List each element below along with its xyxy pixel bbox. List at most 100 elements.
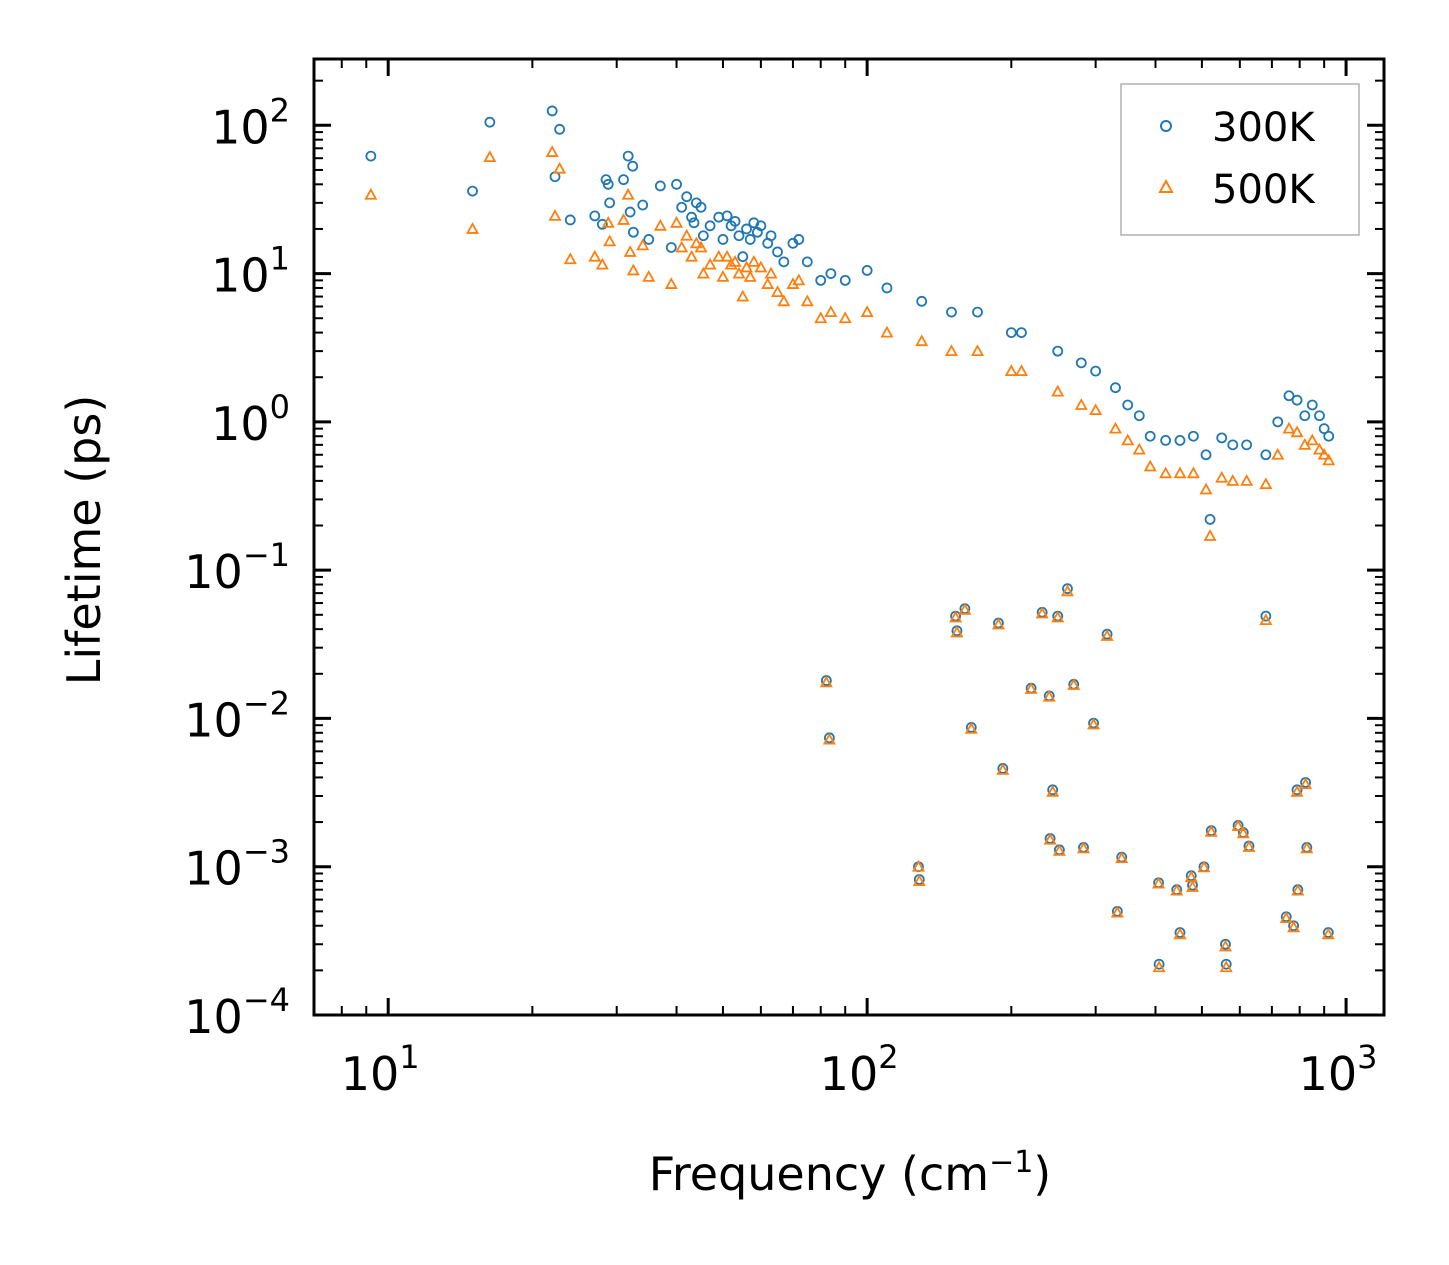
data-point-500k bbox=[588, 249, 602, 262]
data-point-300k bbox=[1133, 410, 1145, 422]
data-point-500k bbox=[1159, 466, 1173, 479]
data-point-500k bbox=[1052, 843, 1066, 856]
y-tick-base: 10 bbox=[211, 397, 270, 451]
data-point-500k bbox=[1067, 678, 1081, 690]
data-point-300k bbox=[688, 217, 700, 229]
data-point-500k bbox=[1231, 819, 1245, 831]
data-point-500k bbox=[764, 266, 778, 279]
data-point-500k bbox=[1226, 474, 1240, 486]
data-point-500k bbox=[1290, 784, 1304, 797]
data-point-500k bbox=[949, 610, 963, 623]
series-300k bbox=[365, 105, 1335, 970]
data-point-300k bbox=[1318, 423, 1330, 435]
y-tick-exp: 0 bbox=[270, 388, 290, 426]
y-tick-exp: 2 bbox=[270, 91, 290, 129]
data-point-300k bbox=[1204, 513, 1216, 525]
y-tick-label: 10−2 bbox=[184, 684, 290, 747]
x-tick-base: 10 bbox=[1299, 1047, 1358, 1101]
data-point-500k bbox=[822, 732, 836, 745]
data-point-300k bbox=[564, 214, 576, 226]
data-point-500k bbox=[1152, 960, 1166, 973]
y-tick-label: 100 bbox=[211, 388, 290, 451]
data-point-300k bbox=[671, 178, 682, 190]
data-point-500k bbox=[1240, 474, 1254, 486]
data-point-300k bbox=[1144, 430, 1156, 442]
data-point-500k bbox=[664, 277, 678, 289]
data-point-300k bbox=[741, 223, 752, 235]
data-point-500k bbox=[1186, 880, 1200, 892]
data-point-300k bbox=[643, 234, 655, 245]
data-point-300k bbox=[1216, 432, 1228, 444]
data-point-500k bbox=[1215, 470, 1229, 483]
data-point-300k bbox=[1005, 327, 1017, 338]
data-point-300k bbox=[1153, 958, 1165, 970]
data-point-500k bbox=[1004, 364, 1018, 376]
data-point-300k bbox=[618, 174, 629, 186]
data-point-500k bbox=[1299, 777, 1313, 790]
data-point-500k bbox=[553, 161, 567, 174]
data-point-500k bbox=[1074, 398, 1088, 410]
data-point-500k bbox=[603, 234, 617, 247]
y-tick-exp: 1 bbox=[270, 240, 290, 278]
data-point-500k bbox=[1282, 421, 1296, 434]
data-point-500k bbox=[1197, 860, 1211, 873]
data-point-500k bbox=[1290, 425, 1304, 438]
data-point-300k bbox=[589, 210, 601, 222]
data-point-500k bbox=[1204, 824, 1218, 837]
data-point-500k bbox=[642, 270, 656, 282]
data-point-300k bbox=[946, 306, 957, 318]
data-point-500k bbox=[696, 266, 710, 279]
x-axis-title-exp: −1 bbox=[989, 1145, 1033, 1180]
data-point-500k bbox=[670, 215, 684, 228]
data-point-500k bbox=[626, 263, 640, 276]
data-point-500k bbox=[964, 722, 978, 734]
data-point-500k bbox=[1173, 927, 1187, 940]
data-point-300k bbox=[1291, 394, 1303, 406]
data-point-500k bbox=[1115, 851, 1129, 864]
y-tick-base: 10 bbox=[184, 693, 243, 747]
data-point-500k bbox=[1132, 442, 1146, 455]
data-point-500k bbox=[777, 294, 791, 307]
data-point-500k bbox=[1100, 629, 1114, 641]
data-point-500k bbox=[736, 289, 750, 302]
data-point-500k bbox=[1089, 403, 1103, 416]
data-point-500k bbox=[1259, 477, 1273, 490]
y-tick-label: 102 bbox=[211, 91, 290, 154]
data-point-300k bbox=[793, 234, 805, 245]
data-point-300k bbox=[1306, 399, 1318, 411]
data-point-500k bbox=[483, 150, 497, 163]
data-point-500k bbox=[912, 874, 926, 886]
data-point-500k bbox=[720, 249, 734, 262]
y-tick-label: 10−3 bbox=[184, 833, 290, 896]
data-point-500k bbox=[761, 277, 775, 289]
y-tick-base: 10 bbox=[184, 990, 243, 1044]
data-point-300k bbox=[1090, 365, 1102, 377]
y-tick-label: 10−4 bbox=[184, 981, 290, 1044]
data-point-300k bbox=[825, 268, 837, 279]
data-point-300k bbox=[916, 295, 928, 307]
data-point-500k bbox=[694, 240, 708, 253]
data-point-500k bbox=[1242, 840, 1256, 852]
data-point-300k bbox=[839, 274, 851, 286]
data-point-300k bbox=[627, 226, 639, 238]
data-point-500k bbox=[970, 344, 985, 357]
data-point-500k bbox=[675, 240, 689, 253]
data-point-500k bbox=[689, 236, 703, 249]
data-point-300k bbox=[1075, 357, 1087, 369]
data-point-300k bbox=[467, 185, 478, 197]
y-tick-exp: −1 bbox=[243, 536, 290, 574]
data-point-500k bbox=[1143, 459, 1157, 472]
data-point-300k bbox=[1283, 390, 1295, 402]
data-point-500k bbox=[716, 270, 730, 282]
data-point-500k bbox=[1219, 960, 1233, 973]
data-point-500k bbox=[1287, 920, 1301, 933]
data-point-500k bbox=[950, 625, 964, 638]
data-point-500k bbox=[1305, 433, 1319, 446]
data-point-500k bbox=[1046, 784, 1060, 797]
data-point-500k bbox=[838, 311, 852, 324]
data-point-300k bbox=[1260, 610, 1272, 622]
data-point-500k bbox=[1035, 606, 1049, 619]
data-point-300k bbox=[627, 160, 639, 172]
data-point-300k bbox=[881, 282, 893, 294]
data-point-500k bbox=[1152, 876, 1166, 889]
